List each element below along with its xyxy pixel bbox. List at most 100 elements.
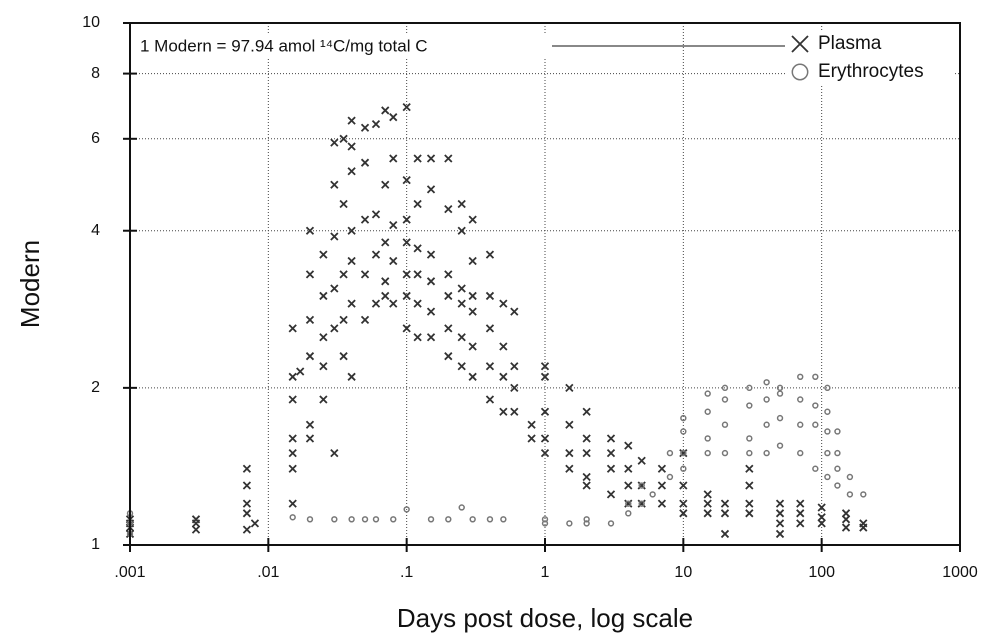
plasma-point [444,270,453,279]
plasma-point [775,519,785,528]
plasma-point [841,523,851,532]
plasma-point [402,238,411,247]
plasma-point [468,256,477,266]
plasma-point [565,448,574,458]
x-tick-label: .001 [114,564,145,581]
plasma-point [381,106,390,115]
plasma-point [330,284,339,293]
plasma-point [347,372,356,381]
plasma-point [510,407,519,416]
erythrocyte-point [846,473,854,481]
plasma-point [413,299,422,308]
plasma-point [457,333,466,342]
erythrocyte-point [704,449,711,457]
erythrocyte-point [458,504,465,511]
plasma-point [319,395,328,404]
erythrocyte-point [680,428,687,435]
erythrocyte-point [403,506,410,513]
y-tick-label: 8 [91,65,100,82]
erythrocyte-point [469,516,476,523]
plasma-point [468,372,477,381]
plasma-point [457,199,466,209]
x-tick-label: 100 [808,564,835,581]
plasma-point [540,372,550,381]
plasma-point [565,420,574,429]
plasma-point [402,270,411,279]
plasma-point [413,154,422,163]
plasma-point [485,324,495,333]
plasma-point [817,513,826,522]
plasma-point [360,123,370,132]
plasma-point [330,180,339,189]
plasma-point [606,464,616,473]
plasma-point [565,464,574,473]
erythrocyte-point [824,384,831,392]
erythrocyte-point [797,373,804,381]
erythrocyte-point [797,449,804,457]
erythrocyte-point [860,491,867,498]
erythrocyte-point [721,396,729,403]
erythrocyte-point [649,491,656,498]
plasma-point [371,120,381,129]
erythrocyte-point [704,390,711,397]
plasma-point [347,256,356,266]
plasma-point [657,499,667,508]
plasma-point [288,395,297,404]
plasma-point [250,519,260,528]
plasma-point [582,481,591,490]
plasma-point [413,199,422,209]
plasma-point [745,464,754,473]
erythrocyte-point [445,516,452,523]
plasma-point [413,333,422,342]
erythrocyte-point [372,516,380,523]
plasma-point [775,509,785,518]
plasma-point [485,362,495,371]
plasma-point [582,407,591,416]
legend-bg [785,31,955,57]
erythrocyte-point [583,516,590,523]
plasma-point [339,315,348,324]
erythrocyte-point [746,402,753,409]
plasma-point [817,519,826,528]
annotation-box [134,33,549,59]
plasma-point [796,499,805,508]
plasma-point [330,232,339,241]
erythrocyte-point [289,514,296,521]
plasma-point [288,464,297,473]
plasma-point [402,176,411,185]
plasma-point [624,481,633,490]
plasma-point [624,499,633,508]
legend-label: Plasma [818,33,882,54]
plasma-point [347,167,356,176]
plasma-point [389,154,398,163]
annotation: 1 Modern = 97.94 amol ¹⁴C/mg total C [140,36,427,55]
plasma-point [657,481,667,490]
legend-marker [791,63,809,81]
plasma-point [444,291,453,301]
plasma-point [637,499,646,508]
plasma-point [413,244,422,253]
plasma-point [319,362,328,371]
y-tick-label: 2 [91,379,100,396]
plasma-point [288,324,297,333]
plasma-point [679,448,688,458]
erythrocyte-point [486,516,494,523]
plasma-point [242,499,252,508]
x-tick-label: .01 [257,564,279,581]
plasma-point [485,250,495,259]
plasma-point [468,342,477,351]
erythrocyte-point [763,449,770,457]
plasma-point [339,352,348,361]
erythrocyte-point [704,408,711,415]
erythrocyte-point [797,421,804,428]
erythrocyte-point [680,414,687,422]
erythrocyte-point [834,428,841,435]
plasma-point [389,256,398,266]
plasma-point [582,434,591,443]
plasma-point [305,226,315,235]
erythrocyte-point [763,421,770,428]
plasma-point [330,138,339,147]
erythrocyte-point [834,449,841,457]
y-tick-label: 6 [91,130,100,147]
plasma-point [444,154,453,163]
